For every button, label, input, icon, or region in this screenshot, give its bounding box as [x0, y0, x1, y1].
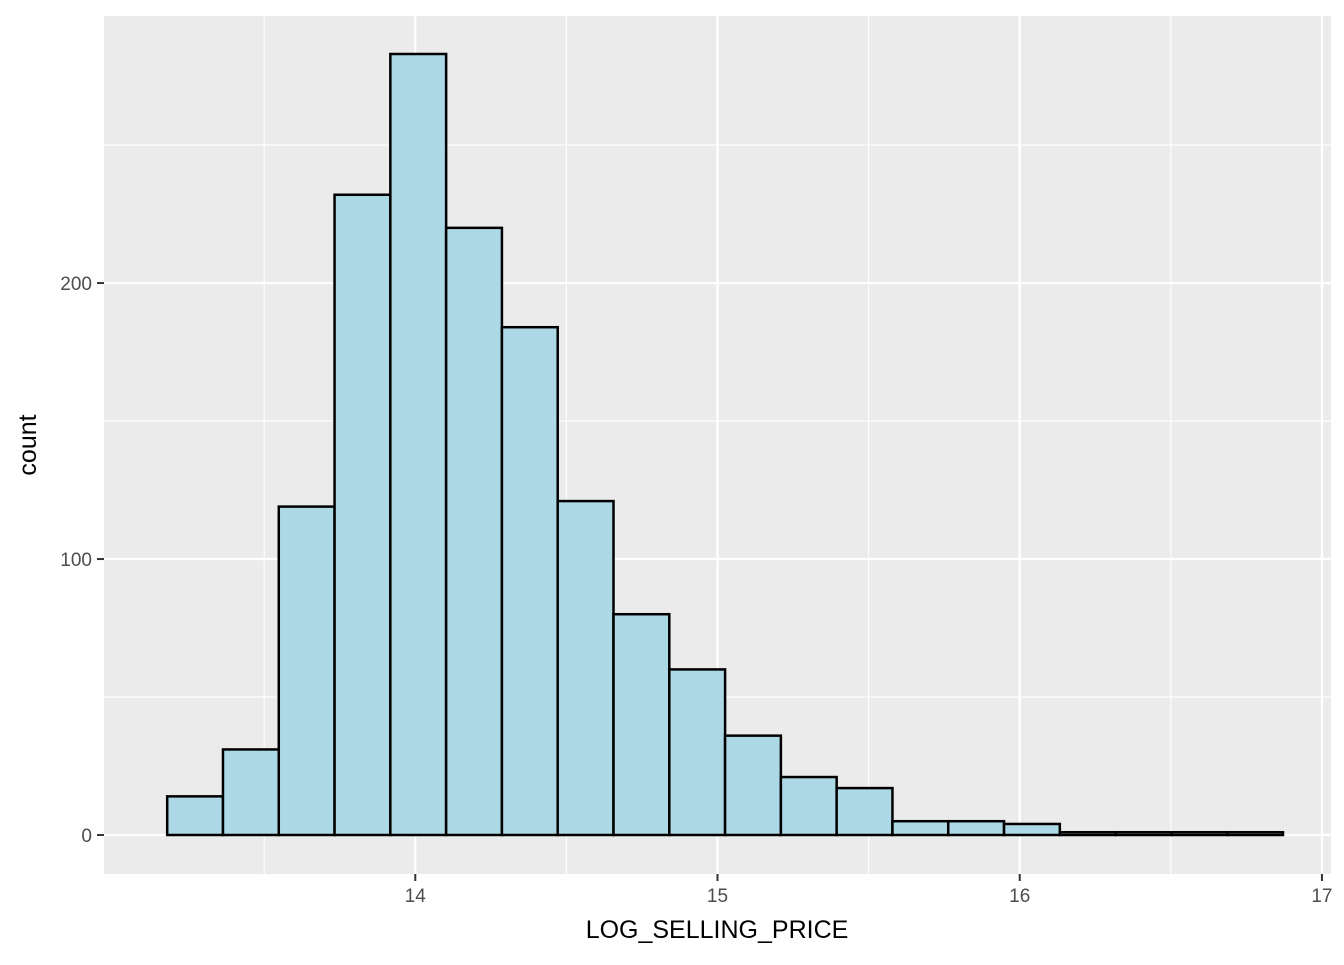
histogram-bar — [946, 819, 1006, 837]
histogram-bar — [444, 226, 504, 837]
histogram-bar — [612, 612, 671, 837]
y-tick-label: 100 — [60, 550, 92, 571]
x-tick-label: 14 — [405, 886, 427, 907]
histogram-bar — [1002, 822, 1062, 837]
histogram-bar — [779, 775, 838, 837]
y-tick-label: 200 — [60, 274, 92, 295]
histogram-bar — [1225, 830, 1285, 837]
x-axis-title: LOG_SELLING_PRICE — [586, 916, 849, 944]
histogram-bar — [891, 819, 950, 837]
histogram-bar — [1058, 830, 1117, 837]
histogram-bar — [389, 52, 448, 837]
histogram-bar — [723, 734, 783, 837]
histogram-bar — [165, 795, 225, 837]
y-axis-title: count — [14, 414, 42, 475]
histogram-bar — [500, 325, 559, 837]
histogram-bar — [277, 505, 336, 837]
histogram-bar — [1114, 830, 1173, 837]
x-tick-label: 17 — [1311, 886, 1332, 907]
y-tick-label: 0 — [81, 826, 92, 847]
x-axis: 14 15 16 17 — [405, 874, 1333, 907]
histogram-bar — [1170, 830, 1229, 837]
histogram-bar — [221, 748, 281, 837]
histogram-bars — [165, 52, 1285, 837]
y-axis: 0 100 200 — [60, 274, 104, 847]
x-tick-label: 15 — [707, 886, 728, 907]
histogram-bar — [835, 786, 894, 837]
histogram-bar — [668, 668, 727, 837]
histogram-bar — [333, 193, 392, 837]
x-tick-label: 16 — [1009, 886, 1030, 907]
histogram-bar — [556, 499, 615, 837]
